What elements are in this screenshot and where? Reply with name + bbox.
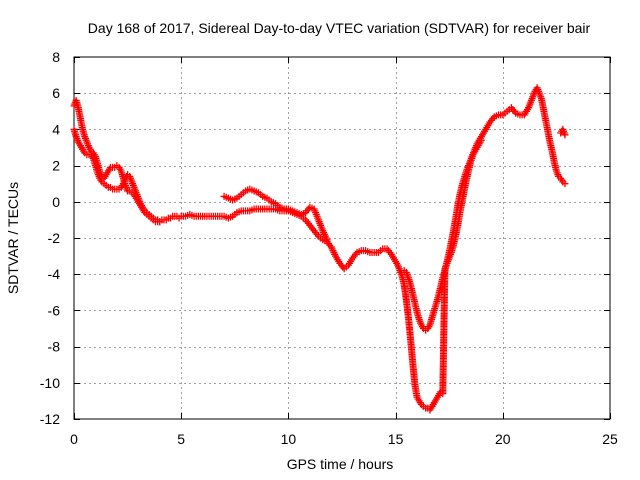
y-tick-label: 0 xyxy=(52,194,60,210)
data-point xyxy=(156,218,164,226)
x-tick-label: 15 xyxy=(388,431,404,447)
y-tick-label: -8 xyxy=(48,339,61,355)
y-tick-label: -2 xyxy=(48,230,61,246)
x-tick-label: 20 xyxy=(495,431,511,447)
data-point xyxy=(561,131,569,139)
y-tick-label: 4 xyxy=(52,121,60,137)
grid-lines xyxy=(74,57,610,419)
data-point xyxy=(323,236,331,244)
chart-title: Day 168 of 2017, Sidereal Day-to-day VTE… xyxy=(88,20,591,36)
data-points xyxy=(70,84,569,414)
y-tick-label: -10 xyxy=(40,375,60,391)
y-tick-label: -4 xyxy=(48,266,61,282)
x-tick-label: 0 xyxy=(70,431,78,447)
axis-ticks: 0 5 10 15 20 25 -12 -10 -8 -6 -4 -2 0 2 4 6 8 xyxy=(40,49,618,447)
x-tick-label: 10 xyxy=(281,431,297,447)
y-tick-label: 8 xyxy=(52,49,60,65)
data-point xyxy=(561,180,569,188)
x-axis-title: GPS time / hours xyxy=(287,456,394,472)
y-axis-title: SDTVAR / TECUs xyxy=(5,182,21,294)
data-point xyxy=(477,136,485,144)
y-tick-label: -6 xyxy=(48,302,61,318)
x-tick-label: 25 xyxy=(602,431,618,447)
x-tick-label: 5 xyxy=(177,431,185,447)
y-tick-label: 2 xyxy=(52,158,60,174)
y-tick-label: -12 xyxy=(40,411,60,427)
y-tick-label: 6 xyxy=(52,85,60,101)
